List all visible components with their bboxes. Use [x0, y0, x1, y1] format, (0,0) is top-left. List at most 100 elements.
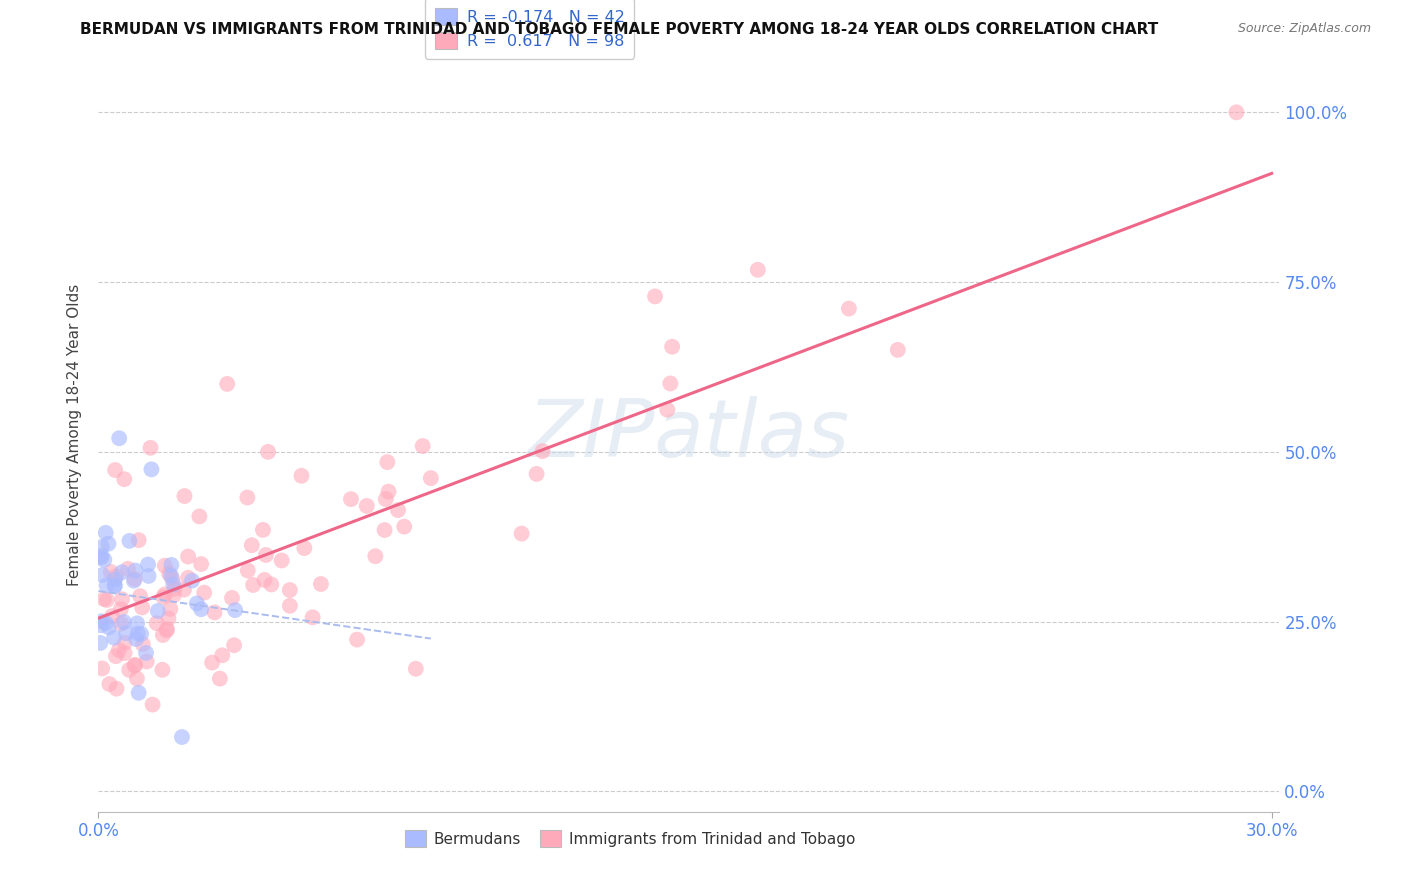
Point: [188, 509, 211, 524]
Point: [124, 564, 146, 578]
Point: [252, 523, 274, 537]
Point: [103, 631, 125, 645]
Point: [160, 568, 183, 582]
Point: [101, 609, 124, 624]
Point: [254, 548, 277, 562]
Point: [108, 431, 131, 445]
Point: [257, 445, 280, 459]
Y-axis label: Female Poverty Among 18-24 Year Olds: Female Poverty Among 18-24 Year Olds: [67, 284, 83, 586]
Point: [1225, 105, 1247, 120]
Point: [190, 557, 212, 571]
Point: [93, 592, 115, 607]
Point: [242, 578, 264, 592]
Point: [124, 572, 146, 586]
Point: [162, 577, 184, 591]
Point: [160, 558, 183, 572]
Point: [364, 549, 387, 564]
Point: [93, 553, 115, 567]
Point: [887, 343, 910, 357]
Point: [838, 301, 860, 316]
Legend: Bermudans, Immigrants from Trinidad and Tobago: Bermudans, Immigrants from Trinidad and …: [399, 824, 860, 853]
Point: [292, 541, 315, 555]
Point: [224, 603, 246, 617]
Point: [108, 643, 131, 657]
Point: [128, 533, 150, 548]
Point: [159, 602, 181, 616]
Point: [412, 439, 434, 453]
Point: [105, 681, 128, 696]
Point: [127, 616, 149, 631]
Point: [105, 569, 128, 583]
Point: [94, 615, 117, 630]
Point: [94, 525, 117, 540]
Point: [201, 656, 224, 670]
Point: [177, 571, 200, 585]
Point: [510, 526, 533, 541]
Point: [155, 624, 177, 638]
Point: [208, 672, 231, 686]
Point: [150, 663, 173, 677]
Point: [118, 663, 141, 677]
Point: [125, 632, 148, 646]
Point: [405, 662, 427, 676]
Point: [97, 620, 120, 634]
Point: [526, 467, 548, 481]
Point: [236, 491, 259, 505]
Point: [374, 491, 396, 506]
Point: [278, 599, 301, 613]
Point: [110, 602, 132, 616]
Point: [309, 577, 332, 591]
Point: [217, 376, 239, 391]
Point: [125, 672, 148, 686]
Point: [356, 499, 378, 513]
Point: [657, 402, 679, 417]
Point: [253, 573, 276, 587]
Point: [111, 565, 134, 579]
Point: [387, 503, 409, 517]
Point: [157, 566, 180, 581]
Point: [204, 606, 226, 620]
Point: [374, 523, 396, 537]
Point: [111, 592, 134, 607]
Point: [91, 661, 114, 675]
Point: [104, 649, 127, 664]
Point: [91, 568, 114, 582]
Point: [132, 637, 155, 651]
Point: [163, 588, 186, 602]
Point: [117, 562, 139, 576]
Point: [128, 686, 150, 700]
Point: [142, 698, 165, 712]
Point: [90, 550, 112, 565]
Point: [114, 636, 136, 650]
Point: [278, 583, 301, 598]
Point: [115, 626, 138, 640]
Point: [138, 569, 160, 583]
Point: [112, 615, 135, 629]
Point: [145, 616, 167, 631]
Point: [236, 564, 259, 578]
Point: [340, 492, 363, 507]
Point: [222, 638, 245, 652]
Point: [170, 730, 193, 744]
Point: [153, 587, 176, 601]
Text: ZIPatlas: ZIPatlas: [527, 396, 851, 474]
Point: [747, 262, 769, 277]
Point: [173, 489, 195, 503]
Point: [301, 610, 323, 624]
Point: [104, 463, 127, 477]
Point: [96, 578, 118, 592]
Text: BERMUDAN VS IMMIGRANTS FROM TRINIDAD AND TOBAGO FEMALE POVERTY AMONG 18-24 YEAR : BERMUDAN VS IMMIGRANTS FROM TRINIDAD AND…: [80, 22, 1157, 37]
Point: [104, 579, 127, 593]
Point: [112, 472, 135, 486]
Point: [98, 677, 121, 691]
Point: [124, 658, 146, 673]
Point: [221, 591, 243, 605]
Point: [644, 289, 666, 303]
Point: [153, 558, 176, 573]
Point: [190, 602, 212, 616]
Point: [163, 582, 186, 596]
Point: [114, 646, 136, 660]
Point: [124, 657, 146, 672]
Point: [104, 578, 127, 592]
Point: [419, 471, 441, 485]
